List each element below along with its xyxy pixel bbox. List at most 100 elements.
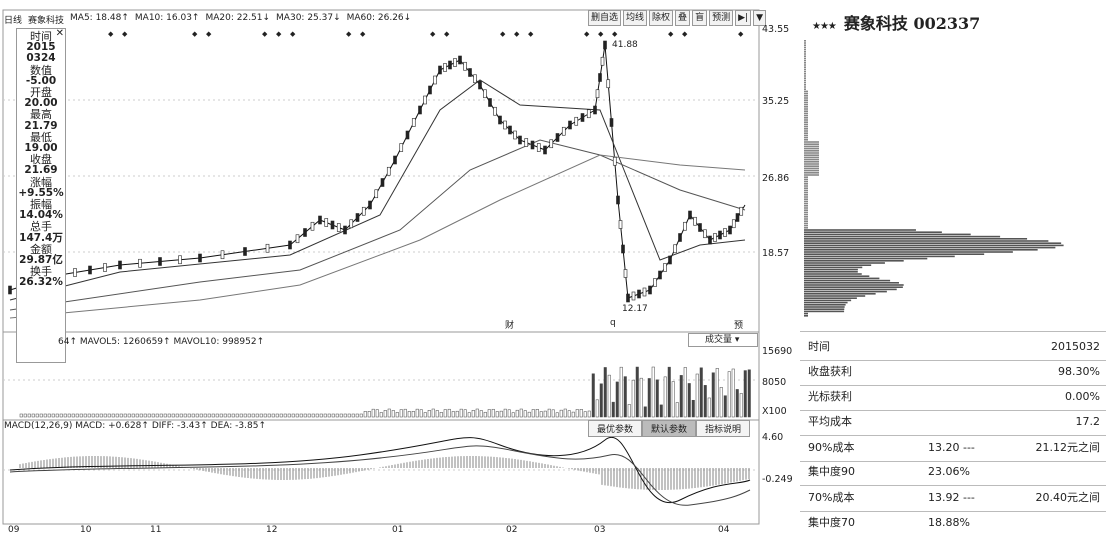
volume-bar bbox=[347, 413, 351, 418]
volume-bar bbox=[635, 366, 639, 418]
chip-bar bbox=[804, 286, 903, 288]
chip-bar bbox=[804, 161, 819, 163]
volume-bar bbox=[547, 408, 551, 418]
chip-bar bbox=[804, 143, 819, 145]
chip-bar bbox=[804, 172, 819, 174]
candle bbox=[703, 229, 707, 239]
event-diamond: ◆ bbox=[514, 30, 520, 38]
chip-bar bbox=[804, 264, 872, 266]
x-tick: 04 bbox=[718, 525, 730, 535]
candle bbox=[295, 234, 300, 244]
chip-bar bbox=[804, 222, 808, 225]
chip-bar bbox=[804, 185, 808, 187]
volume-bar bbox=[107, 413, 111, 418]
chip-distribution-panel: ★★★ 赛象科技 002337 时间 2015032 收盘获利 98.30% 光标获利 0.… bbox=[800, 0, 1106, 537]
tab-indicator-help[interactable]: 指标说明 bbox=[696, 420, 751, 437]
chip-bar bbox=[804, 141, 819, 143]
x-tick: 11 bbox=[150, 525, 162, 535]
info-label: 涨幅 bbox=[30, 175, 52, 189]
chip-bar bbox=[804, 119, 808, 121]
overlay-button[interactable]: 叠 bbox=[675, 10, 691, 26]
volume-bar bbox=[343, 413, 347, 418]
volume-bar bbox=[511, 412, 515, 418]
x-tick: 12 bbox=[266, 525, 278, 535]
chip-bar bbox=[804, 62, 806, 64]
event-marker: 预 bbox=[734, 321, 744, 331]
chip-bar bbox=[804, 253, 985, 255]
candle bbox=[618, 220, 623, 229]
stat-value: 2015032 bbox=[1051, 340, 1100, 353]
volume-bar bbox=[71, 413, 75, 418]
info-label: 金额 bbox=[30, 242, 52, 256]
info-value: 29.87亿 bbox=[19, 254, 63, 267]
volume-bar bbox=[619, 366, 623, 418]
volume-bar bbox=[475, 408, 479, 418]
volume-bar bbox=[483, 411, 487, 418]
mavol5-value: MAVOL5: 1260659↑ bbox=[79, 337, 171, 347]
volume-bar bbox=[235, 413, 239, 418]
volume-bar bbox=[615, 381, 619, 418]
chart-canvas[interactable]: ◆ ◆ ◆ ◆ ◆ ◆ ◆ ◆ ◆ ◆ ◆ ◆ ◆ ◆ ◆ ◆ ◆ ◆ ◆ ◆ bbox=[0, 0, 800, 537]
forecast-button[interactable]: 预测 bbox=[709, 10, 734, 26]
chip-bar bbox=[804, 158, 819, 161]
candle bbox=[623, 269, 628, 278]
candle bbox=[549, 139, 554, 149]
chip-bar bbox=[804, 95, 808, 97]
volume-bar bbox=[603, 367, 607, 418]
indicator-select[interactable]: 成交量 ▾ bbox=[688, 333, 758, 347]
candle bbox=[178, 255, 182, 265]
tab-default-params[interactable]: 默认参数 bbox=[642, 420, 697, 437]
chip-bar bbox=[804, 73, 806, 75]
volume-bar bbox=[579, 409, 583, 418]
candle bbox=[536, 143, 541, 152]
ma-button[interactable]: 均线 bbox=[623, 10, 648, 26]
stat-label: 时间 bbox=[808, 340, 830, 353]
candle bbox=[508, 125, 512, 135]
volume-bar bbox=[719, 387, 723, 418]
volume-bar bbox=[275, 413, 279, 418]
volume-bar bbox=[115, 413, 119, 418]
candle bbox=[138, 258, 142, 268]
kline-chart-panel[interactable]: ◆ ◆ ◆ ◆ ◆ ◆ ◆ ◆ ◆ ◆ ◆ ◆ ◆ ◆ ◆ ◆ ◆ ◆ ◆ ◆ 日线 赛象科技 MA5: 18.48↑… bbox=[0, 0, 800, 537]
chip-bar bbox=[804, 103, 808, 106]
candle bbox=[438, 65, 442, 75]
dropdown-button[interactable]: ▼ bbox=[753, 10, 766, 26]
blind-button[interactable]: 盲 bbox=[692, 10, 708, 26]
volume-bar bbox=[367, 411, 371, 418]
tab-optimal-params[interactable]: 最优参数 bbox=[588, 420, 643, 437]
volume-bar bbox=[663, 376, 667, 418]
volume-bar bbox=[699, 367, 703, 418]
volume-bar bbox=[315, 413, 319, 418]
chip-bar bbox=[804, 108, 808, 110]
volume-bar bbox=[19, 413, 23, 418]
event-marker: q bbox=[610, 318, 616, 328]
ma10-value: MA10: 16.03↑ bbox=[134, 13, 200, 23]
volume-bar bbox=[531, 409, 535, 418]
volume-bar bbox=[655, 379, 659, 418]
volume-bar bbox=[651, 366, 655, 418]
candle bbox=[423, 95, 427, 105]
volume-bar bbox=[103, 413, 107, 418]
chip-histogram bbox=[804, 40, 1064, 317]
ex-rights-button[interactable]: 除权 bbox=[649, 10, 674, 26]
remove-watchlist-button[interactable]: 删自选 bbox=[588, 10, 622, 26]
volume-bar bbox=[199, 413, 203, 418]
stat-value: 98.30% bbox=[1058, 365, 1100, 378]
chip-bar bbox=[804, 244, 1064, 247]
volume-bar bbox=[643, 406, 647, 418]
volume-bar bbox=[259, 413, 263, 418]
chip-bar bbox=[804, 310, 845, 313]
chip-bar bbox=[804, 114, 808, 117]
close-icon[interactable]: ✕ bbox=[55, 28, 64, 39]
volume-bar bbox=[551, 409, 555, 418]
volume-bar bbox=[195, 413, 199, 418]
ma-legend: 日线 赛象科技 MA5: 18.48↑ MA10: 16.03↑ MA20: 2… bbox=[4, 13, 411, 26]
jump-end-button[interactable]: ▶| bbox=[735, 10, 752, 26]
volume-bar bbox=[291, 413, 295, 418]
stock-name: 赛象科技 bbox=[28, 16, 65, 26]
volume-bar bbox=[327, 413, 331, 418]
volume-bar bbox=[515, 409, 519, 418]
candle bbox=[513, 130, 517, 140]
chip-bar bbox=[804, 51, 806, 53]
volume-bar bbox=[27, 413, 31, 418]
